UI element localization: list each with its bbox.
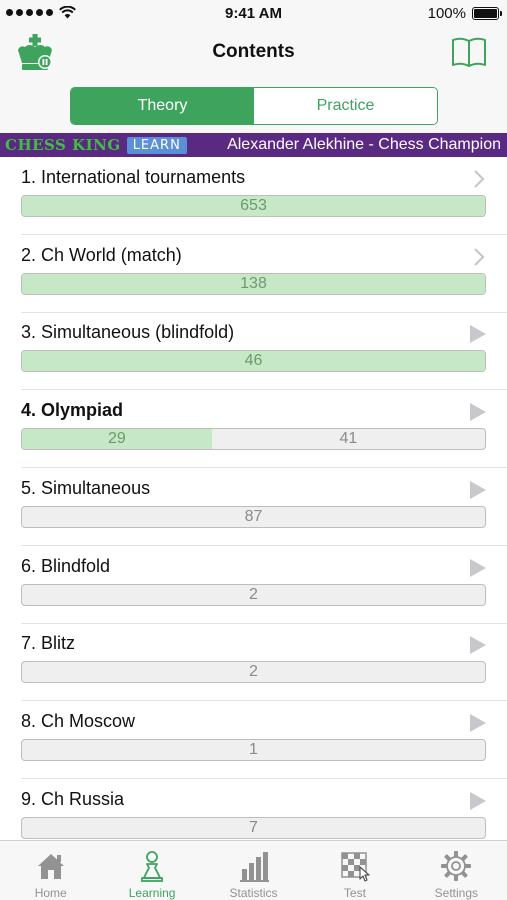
signal-strength-icon [6, 9, 53, 16]
progress-remaining: 2 [249, 585, 258, 603]
play-icon[interactable] [470, 325, 486, 344]
theory-practice-segmented-control: Theory Practice [70, 87, 438, 125]
play-icon[interactable] [470, 558, 486, 577]
segment-area: Theory Practice [0, 78, 507, 133]
tab-settings[interactable]: Settings [406, 841, 507, 900]
pawn-icon [141, 851, 164, 882]
bar-chart-icon [239, 852, 269, 882]
tab-label: Test [343, 886, 366, 900]
tab-learning[interactable]: Learning [101, 841, 202, 900]
item-title: 2. Ch World (match) [21, 244, 182, 265]
play-icon[interactable] [470, 403, 486, 422]
progress-bar: 2 [21, 661, 486, 684]
tab-label: Settings [434, 886, 478, 900]
progress-solved: 29 [22, 429, 212, 450]
battery-area: 100% [427, 5, 502, 22]
progress-bar: 1 [21, 738, 486, 761]
tab-test[interactable]: Test [304, 841, 405, 900]
row-separator [21, 234, 507, 235]
list-item[interactable]: 5. Simultaneous 87 [0, 468, 507, 546]
chevron-right-icon [474, 247, 485, 266]
progress-bar: 29 41 [21, 428, 486, 451]
play-icon[interactable] [470, 713, 486, 732]
progress-bar: 46 [21, 350, 486, 373]
page-title: Contents [212, 41, 295, 62]
list-item[interactable]: 4. Olympiad 29 41 [0, 390, 507, 469]
tab-home[interactable]: Home [0, 841, 101, 900]
list-item[interactable]: 3. Simultaneous (blindfold) 46 [0, 312, 507, 391]
list-item[interactable]: 9. Ch Russia 7 [0, 779, 507, 840]
home-icon [37, 854, 64, 879]
tab-bar: Home Learning Statistics [0, 840, 507, 900]
book-icon[interactable] [451, 36, 487, 68]
tab-label: Home [34, 886, 67, 900]
row-separator [21, 311, 507, 313]
play-icon[interactable] [470, 636, 486, 655]
list-item[interactable]: 1. International tournaments 653 [0, 157, 507, 235]
play-icon[interactable] [470, 791, 486, 810]
tab-statistics[interactable]: Statistics [203, 841, 304, 900]
item-title: 9. Ch Russia [21, 788, 125, 809]
progress-remaining: 2 [249, 663, 258, 681]
row-separator [21, 467, 507, 469]
row-separator [21, 544, 507, 546]
tab-label: Statistics [229, 886, 278, 900]
row-separator [21, 700, 507, 702]
progress-solved: 46 [22, 351, 485, 372]
battery-percent: 100% [427, 5, 466, 22]
item-title: 4. Olympiad [21, 400, 124, 421]
list-item[interactable]: 2. Ch World (match) 138 [0, 235, 507, 313]
progress-solved: 138 [22, 273, 485, 294]
brand-chess-king: CHESS KING [5, 136, 121, 154]
course-title: Alexander Alekhine - Chess Champion [227, 136, 501, 153]
nav-bar: Contents [0, 28, 507, 78]
progress-bar: 87 [21, 505, 486, 528]
progress-bar: 138 [21, 272, 486, 295]
wifi-icon [59, 6, 76, 19]
brand-learn-badge: LEARN [126, 136, 187, 154]
signal-area [6, 6, 76, 19]
progress-remaining: 7 [249, 818, 258, 836]
gear-icon [441, 851, 472, 881]
list-item[interactable]: 6. Blindfold 2 [0, 546, 507, 624]
course-banner: CHESS KING LEARN Alexander Alekhine - Ch… [0, 133, 507, 157]
item-title: 1. International tournaments [21, 167, 246, 187]
item-title: 5. Simultaneous [21, 477, 151, 498]
item-title: 7. Blitz [21, 633, 76, 654]
progress-bar: 7 [21, 816, 486, 839]
status-bar: 9:41 AM 100% [0, 0, 507, 28]
item-title: 3. Simultaneous (blindfold) [21, 322, 235, 343]
item-title: 8. Ch Moscow [21, 710, 136, 731]
progress-remaining: 1 [249, 740, 258, 758]
chevron-right-icon [474, 170, 485, 188]
segment-practice[interactable]: Practice [254, 88, 437, 124]
segment-theory[interactable]: Theory [71, 88, 254, 124]
list-item[interactable]: 8. Ch Moscow 1 [0, 701, 507, 779]
chess-king-logo-icon[interactable] [14, 32, 56, 74]
battery-icon [472, 7, 502, 20]
tab-label: Learning [128, 886, 176, 900]
list-item[interactable]: 7. Blitz 2 [0, 623, 507, 702]
row-separator [21, 622, 507, 624]
chessboard-icon [341, 852, 370, 882]
item-title: 6. Blindfold [21, 555, 111, 576]
progress-remaining: 87 [244, 507, 263, 525]
status-time: 9:41 AM [225, 5, 282, 22]
progress-bar: 2 [21, 583, 486, 606]
play-icon[interactable] [470, 480, 486, 499]
contents-list: 1. International tournaments 653 2. Ch Wor… [0, 157, 507, 840]
row-separator [21, 777, 507, 779]
row-separator [21, 389, 507, 391]
progress-bar: 653 [21, 195, 486, 217]
progress-solved: 653 [22, 196, 485, 216]
progress-remaining: 41 [339, 430, 358, 448]
